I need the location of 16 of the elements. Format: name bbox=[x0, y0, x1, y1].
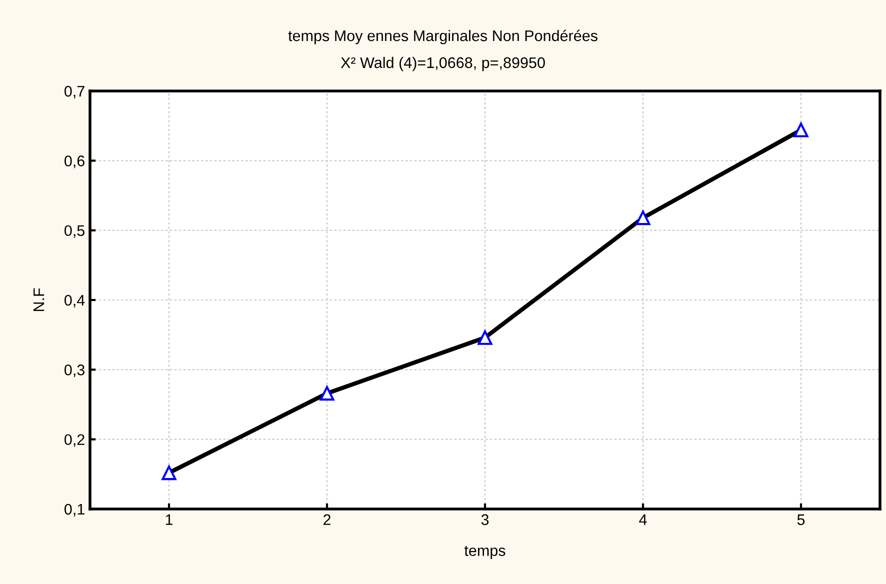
x-tick-label: 5 bbox=[797, 514, 805, 526]
y-tick-label: 0,5 bbox=[64, 225, 84, 238]
chart-subtitle: X² Wald (4)=1,0668, p=,89950 bbox=[340, 56, 545, 72]
y-tick-label: 0,2 bbox=[64, 434, 84, 447]
x-axis-title: temps bbox=[464, 546, 506, 560]
y-axis-title: N.F bbox=[34, 288, 44, 312]
x-tick-label: 3 bbox=[481, 514, 489, 526]
chart-title: temps Moy ennes Marginales Non Pondérées bbox=[288, 30, 598, 44]
x-tick-label: 1 bbox=[166, 514, 173, 525]
x-tick-label: 2 bbox=[324, 514, 330, 525]
y-tick-label: 0,6 bbox=[64, 156, 84, 168]
y-tick-label: 0,3 bbox=[64, 364, 84, 378]
y-tick-label: 0,7 bbox=[64, 86, 84, 98]
y-tick-label: 0,4 bbox=[64, 294, 85, 308]
x-tick-label: 4 bbox=[639, 514, 647, 525]
y-tick-label: 0,1 bbox=[64, 504, 84, 516]
